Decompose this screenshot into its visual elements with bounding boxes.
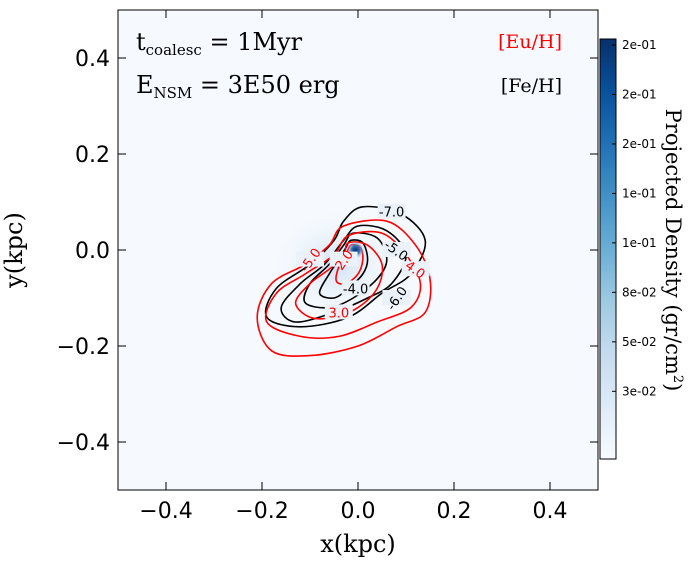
- colorbar-tick-label: 2e-01: [622, 137, 657, 151]
- contour-label-bg: [401, 261, 430, 277]
- contour-labels: -7.0-6.0-5.0-4.0-5.0 4.03.02.0: [296, 203, 430, 321]
- e-value: = 3E50 erg: [192, 71, 339, 99]
- x-tick-label: 0.4: [533, 499, 568, 524]
- t-main: t: [136, 28, 146, 56]
- y-tick-label: 0.0: [75, 239, 110, 264]
- contour-label-bg: [382, 290, 411, 305]
- energy-annotation: ENSM = 3E50 erg: [136, 71, 340, 102]
- contour-label-bg: [377, 203, 406, 219]
- y-tick-label: −0.4: [57, 431, 110, 456]
- t-value: = 1Myr: [202, 28, 303, 56]
- y-axis-label: y(kpc): [0, 212, 28, 289]
- colorbar-tick-label: 3e-02: [622, 384, 657, 398]
- x-tick-label: −0.4: [139, 499, 192, 524]
- x-tick-label: 0.2: [437, 499, 472, 524]
- x-tick-label: −0.2: [235, 499, 288, 524]
- t-sub: coalesc: [146, 41, 202, 59]
- colorbar-label-end: ): [661, 383, 685, 391]
- colorbar-label-sup: 2: [670, 375, 685, 383]
- axis-ticks: [118, 10, 598, 490]
- legend-eu-h: [Eu/H]: [498, 31, 562, 53]
- colorbar-tick-label: 1e-01: [622, 236, 657, 250]
- contour-label-bg: [324, 304, 353, 320]
- colorbar-label: Projected Density (gr/cm2): [661, 109, 685, 392]
- contour-label: -7.0: [379, 206, 404, 221]
- contour-label-bg: [341, 280, 370, 296]
- coalescence-time-annotation: tcoalesc = 1Myr: [136, 28, 303, 59]
- contour-label: -4.0: [343, 282, 368, 297]
- colorbar: [599, 38, 617, 460]
- y-tick-label: 0.2: [75, 143, 110, 168]
- colorbar-tick-label: 8e-02: [622, 285, 657, 299]
- x-axis-label: x(kpc): [320, 530, 396, 558]
- e-sub: NSM: [154, 84, 193, 102]
- y-tick-label: 0.4: [75, 47, 110, 72]
- contour-label-bg: [296, 251, 324, 267]
- contour-line: [264, 205, 427, 328]
- colorbar-ticks: [612, 44, 616, 392]
- colorbar-tick-label: 5e-02: [622, 335, 657, 349]
- contour-label-bg: [329, 251, 358, 267]
- colorbar-tick-label: 2e-01: [622, 38, 657, 52]
- contour-line: [294, 241, 384, 320]
- e-main: E: [136, 71, 154, 99]
- contour-label-bg: [382, 242, 411, 257]
- contour-label: 3.0: [328, 306, 349, 321]
- colorbar-label-main: Projected Density (gr/cm: [661, 109, 685, 375]
- y-tick-label: −0.2: [57, 335, 110, 360]
- x-tick-label: 0.0: [341, 499, 376, 524]
- legend-fe-h: [Fe/H]: [501, 75, 562, 97]
- colorbar-tick-label: 2e-01: [622, 87, 657, 101]
- colorbar-tick-label: 1e-01: [622, 186, 657, 200]
